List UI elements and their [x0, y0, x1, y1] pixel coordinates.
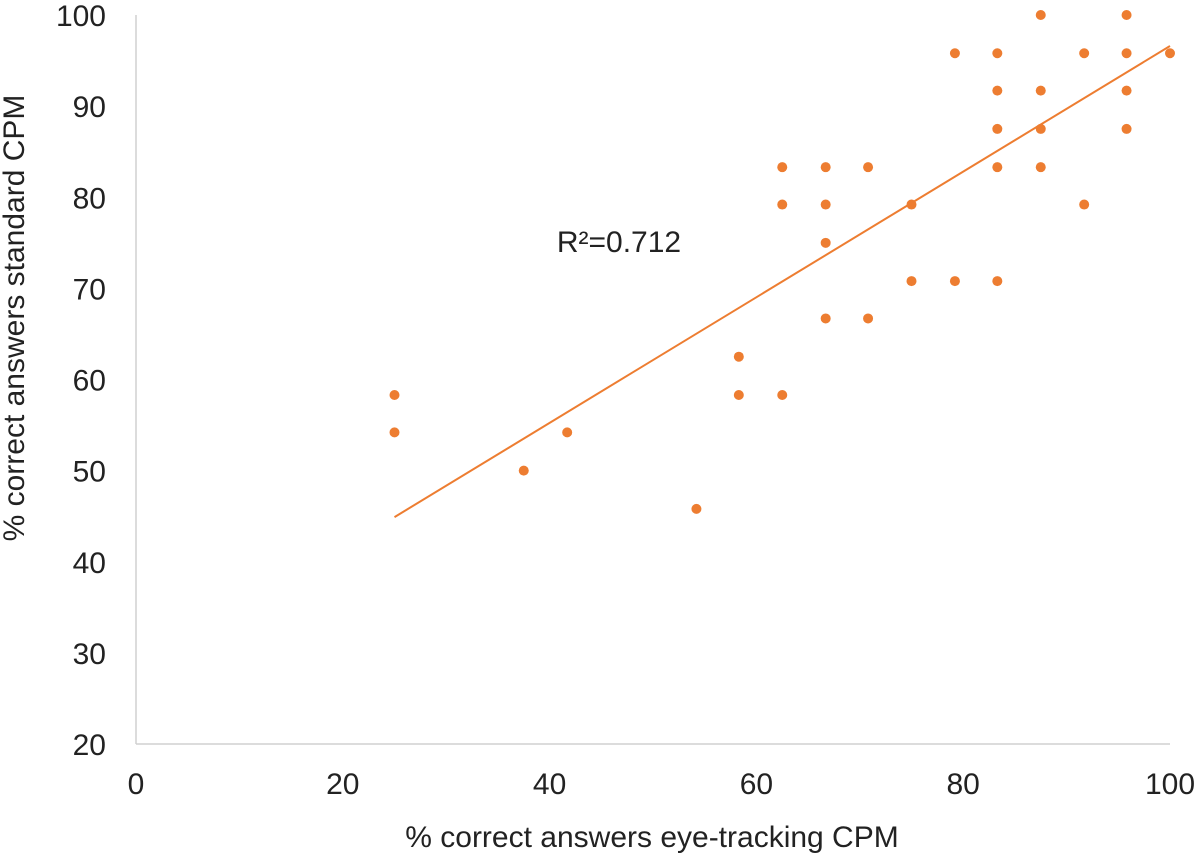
data-point — [777, 389, 788, 400]
data-point — [906, 199, 917, 210]
data-point — [1121, 10, 1132, 20]
data-point — [1035, 10, 1046, 20]
data-point — [1079, 199, 1090, 210]
y-tick-label: 80 — [73, 182, 106, 215]
data-point — [1165, 48, 1175, 59]
data-point — [777, 162, 788, 173]
data-point — [992, 276, 1003, 287]
y-tick-label: 60 — [73, 365, 106, 398]
data-point — [863, 162, 874, 173]
labels: % correct answers eye-tracking CPM % cor… — [0, 95, 899, 854]
y-tick-label: 30 — [73, 638, 106, 671]
x-tick-label: 100 — [1145, 768, 1195, 801]
y-tick-label: 40 — [73, 547, 106, 580]
r-squared-annotation: R²=0.712 — [557, 226, 681, 259]
data-point — [733, 389, 744, 400]
data-point — [906, 276, 917, 287]
data-point — [820, 199, 831, 210]
data-point — [992, 162, 1003, 173]
data-point — [820, 237, 831, 248]
data-points — [389, 10, 1175, 514]
data-point — [1079, 48, 1090, 59]
data-point — [1121, 85, 1132, 96]
data-point — [863, 313, 874, 324]
y-tick-label: 90 — [73, 91, 106, 124]
x-tick-label: 40 — [533, 768, 566, 801]
data-point — [691, 503, 702, 514]
data-point — [1035, 123, 1046, 134]
data-point — [1121, 123, 1132, 134]
y-tick-label: 100 — [56, 0, 106, 33]
axes: 20 30 40 50 60 70 80 90 100 0 20 40 60 80 100 — [56, 0, 1195, 801]
data-point — [820, 162, 831, 173]
data-point — [518, 465, 529, 476]
data-point — [1121, 48, 1132, 59]
x-tick-label: 20 — [326, 768, 359, 801]
data-point — [1035, 162, 1046, 173]
x-tick-label: 80 — [947, 768, 980, 801]
y-axis-title: % correct answers standard CPM — [0, 95, 31, 542]
data-point — [1035, 85, 1046, 96]
data-point — [820, 313, 831, 324]
data-point — [777, 199, 788, 210]
data-point — [389, 427, 400, 438]
data-point — [992, 85, 1003, 96]
trendline — [393, 45, 1171, 518]
x-axis-title: % correct answers eye-tracking CPM — [405, 821, 898, 854]
data-point — [992, 48, 1003, 59]
data-point — [733, 351, 744, 362]
data-point — [949, 48, 960, 59]
y-tick-label: 50 — [73, 456, 106, 489]
data-point — [562, 427, 573, 438]
data-point — [389, 389, 400, 400]
y-tick-label: 70 — [73, 273, 106, 306]
x-tick-label: 0 — [128, 768, 145, 801]
x-tick-label: 60 — [740, 768, 773, 801]
y-tick-label: 20 — [73, 729, 106, 762]
trendline-group — [393, 45, 1171, 518]
data-point — [992, 123, 1003, 134]
data-point — [949, 276, 960, 287]
